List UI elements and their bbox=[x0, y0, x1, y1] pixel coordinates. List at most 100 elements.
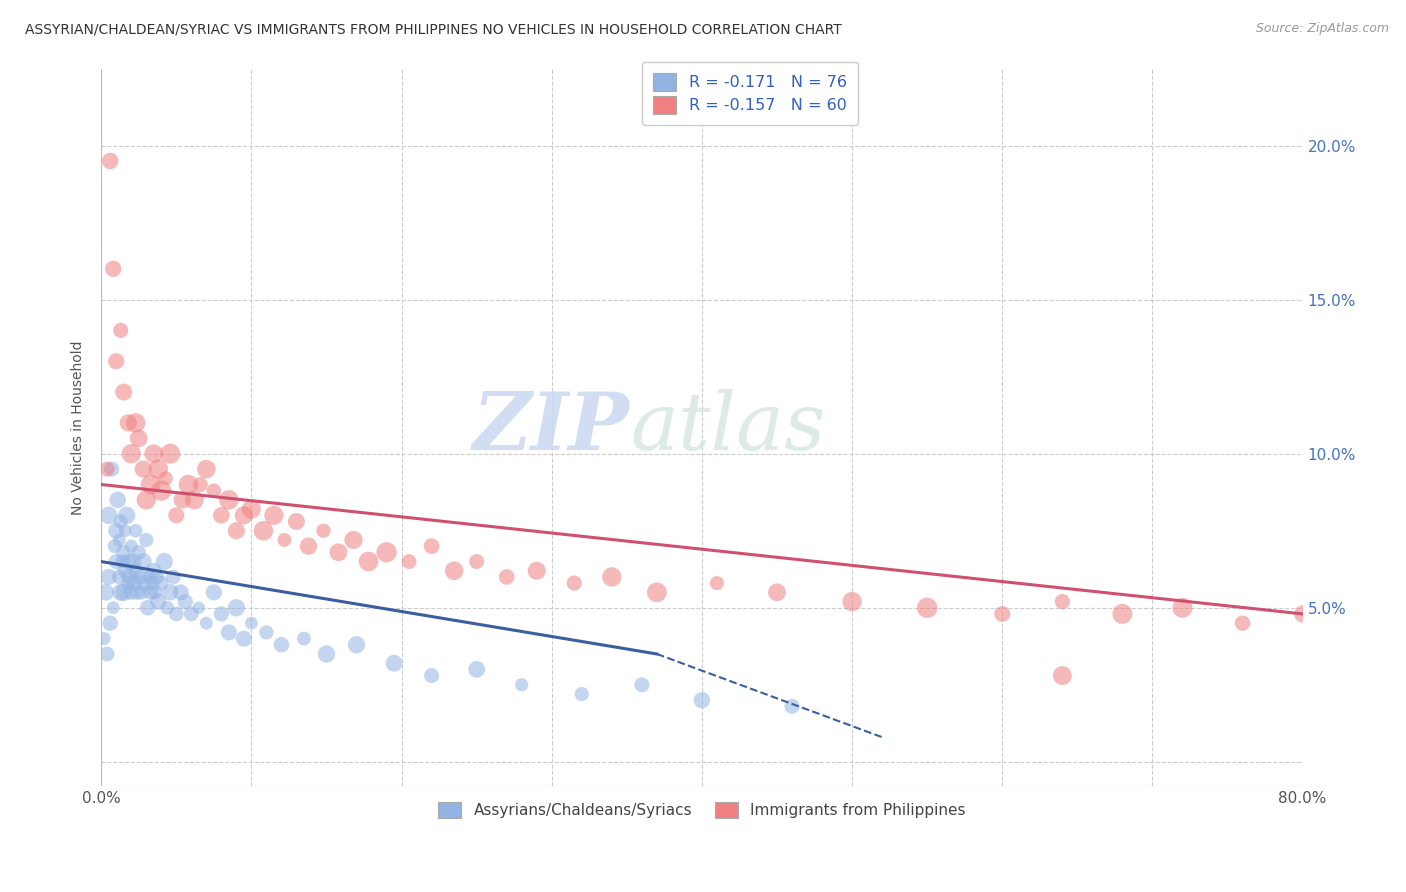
Point bbox=[1171, 600, 1194, 615]
Point bbox=[240, 502, 263, 516]
Point bbox=[118, 570, 141, 584]
Point bbox=[183, 492, 205, 507]
Point bbox=[110, 585, 132, 599]
Point bbox=[108, 533, 131, 547]
Point bbox=[120, 447, 142, 461]
Point bbox=[108, 570, 131, 584]
Point bbox=[346, 638, 368, 652]
Point bbox=[139, 477, 162, 491]
Point bbox=[240, 616, 263, 631]
Point bbox=[128, 431, 150, 445]
Point bbox=[156, 600, 179, 615]
Point bbox=[104, 539, 127, 553]
Point bbox=[600, 570, 623, 584]
Point bbox=[110, 515, 132, 529]
Point bbox=[162, 570, 184, 584]
Point bbox=[142, 447, 165, 461]
Point bbox=[159, 447, 181, 461]
Point bbox=[180, 607, 202, 621]
Text: Source: ZipAtlas.com: Source: ZipAtlas.com bbox=[1256, 22, 1389, 36]
Point bbox=[342, 533, 364, 547]
Text: atlas: atlas bbox=[630, 389, 825, 467]
Point bbox=[645, 585, 668, 599]
Point bbox=[254, 625, 277, 640]
Text: ASSYRIAN/CHALDEAN/SYRIAC VS IMMIGRANTS FROM PHILIPPINES NO VEHICLES IN HOUSEHOLD: ASSYRIAN/CHALDEAN/SYRIAC VS IMMIGRANTS F… bbox=[25, 22, 842, 37]
Point bbox=[103, 261, 125, 276]
Point bbox=[766, 585, 789, 599]
Text: ZIP: ZIP bbox=[472, 389, 630, 467]
Point bbox=[1111, 607, 1133, 621]
Point bbox=[120, 585, 142, 599]
Point bbox=[129, 570, 152, 584]
Point bbox=[155, 471, 177, 485]
Point bbox=[420, 668, 443, 682]
Point bbox=[631, 678, 654, 692]
Point bbox=[571, 687, 593, 701]
Point bbox=[297, 539, 319, 553]
Point bbox=[97, 570, 120, 584]
Point bbox=[111, 555, 134, 569]
Point bbox=[375, 545, 398, 559]
Point bbox=[780, 699, 803, 714]
Point bbox=[187, 600, 209, 615]
Point bbox=[150, 483, 173, 498]
Point bbox=[117, 416, 139, 430]
Point bbox=[142, 564, 165, 578]
Point bbox=[131, 585, 153, 599]
Point bbox=[141, 576, 163, 591]
Point bbox=[150, 576, 173, 591]
Point bbox=[114, 564, 136, 578]
Point bbox=[139, 585, 162, 599]
Point bbox=[105, 524, 128, 538]
Point bbox=[915, 600, 938, 615]
Point bbox=[315, 647, 337, 661]
Point bbox=[1052, 668, 1074, 682]
Point bbox=[115, 508, 138, 523]
Point bbox=[138, 570, 160, 584]
Point bbox=[465, 555, 488, 569]
Point bbox=[195, 616, 218, 631]
Point bbox=[112, 385, 135, 400]
Point bbox=[105, 555, 128, 569]
Point bbox=[117, 555, 139, 569]
Point bbox=[328, 545, 350, 559]
Point bbox=[135, 492, 157, 507]
Point bbox=[105, 354, 128, 368]
Legend: Assyrians/Chaldeans/Syriacs, Immigrants from Philippines: Assyrians/Chaldeans/Syriacs, Immigrants … bbox=[430, 794, 973, 825]
Point bbox=[103, 600, 125, 615]
Point bbox=[195, 462, 218, 476]
Point bbox=[146, 570, 169, 584]
Y-axis label: No Vehicles in Household: No Vehicles in Household bbox=[72, 340, 86, 515]
Point bbox=[991, 607, 1014, 621]
Point bbox=[357, 555, 380, 569]
Point bbox=[114, 524, 136, 538]
Point bbox=[172, 492, 194, 507]
Point bbox=[706, 576, 728, 591]
Point bbox=[170, 585, 193, 599]
Point bbox=[125, 416, 148, 430]
Point bbox=[117, 576, 139, 591]
Point bbox=[232, 632, 254, 646]
Point bbox=[510, 678, 533, 692]
Point bbox=[1232, 616, 1254, 631]
Point bbox=[174, 594, 197, 608]
Point bbox=[96, 462, 118, 476]
Point bbox=[202, 585, 225, 599]
Point bbox=[270, 638, 292, 652]
Point bbox=[122, 576, 145, 591]
Point bbox=[292, 632, 315, 646]
Point bbox=[398, 555, 420, 569]
Point bbox=[562, 576, 585, 591]
Point bbox=[136, 600, 159, 615]
Point bbox=[96, 647, 118, 661]
Point bbox=[382, 657, 405, 671]
Point bbox=[165, 607, 187, 621]
Point bbox=[97, 508, 120, 523]
Point bbox=[209, 607, 232, 621]
Point bbox=[225, 600, 247, 615]
Point bbox=[135, 533, 157, 547]
Point bbox=[1291, 607, 1313, 621]
Point bbox=[94, 585, 117, 599]
Point bbox=[153, 555, 176, 569]
Point bbox=[132, 555, 155, 569]
